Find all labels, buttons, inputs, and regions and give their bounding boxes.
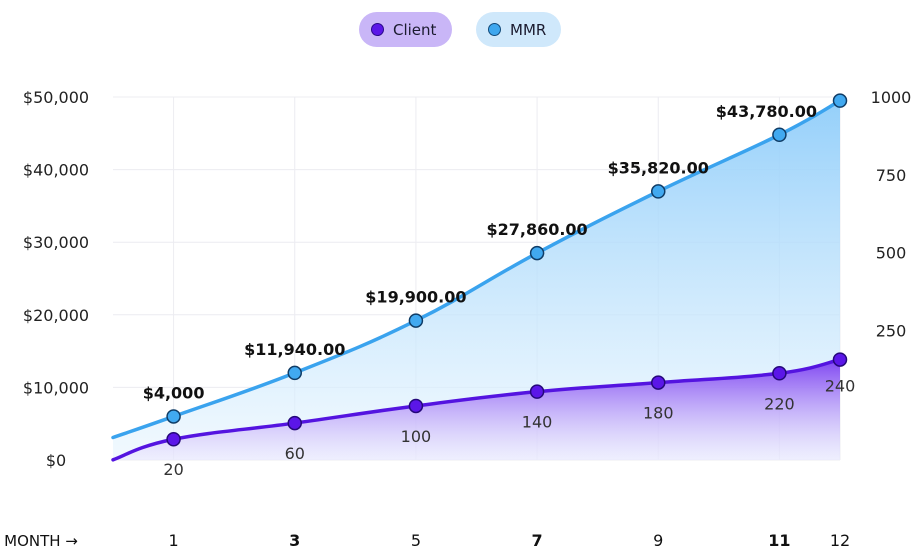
legend-item-client[interactable]: Client [359,12,452,47]
x-tick-label: 7 [532,531,543,550]
client-point [166,431,181,447]
left-tick-label: $40,000 [23,161,89,180]
left-tick-label: $0 [46,451,66,470]
areas [113,100,840,460]
legend-item-mmr[interactable]: MMR [476,12,561,47]
client-point [408,398,424,414]
client-data-label: 60 [285,444,305,463]
line-client [111,357,842,462]
mmr-point [529,245,545,261]
client-legend-dot-icon [371,23,384,36]
client-data-label: 220 [764,394,795,413]
left-tick-label: $20,000 [23,306,89,325]
area-mmr [113,100,840,460]
mmr-data-label: $19,900.00 [365,288,466,307]
axes: $0 $10,000 $20,000 $30,000 $40,000 $50,000 250… [4,88,911,550]
left-tick-label: $50,000 [23,88,89,107]
client-data-label: 240 [825,377,856,396]
mmr-point [408,313,424,328]
x-tick-label: 1 [168,531,178,550]
x-tick-label: 9 [653,531,663,550]
right-tick-label: 1000 [871,88,912,107]
line-mmr [111,98,842,440]
mmr-point [651,184,666,199]
x-tick-label: 11 [768,531,790,550]
legend: Client MMR [0,12,921,48]
lines [111,98,842,462]
mmr-data-label: $43,780.00 [716,102,817,121]
client-data-label: 100 [401,427,432,446]
markers [166,93,848,447]
mmr-point [832,93,848,108]
labels: $4,000 $11,940.00 $19,900.00 $27,860.00 $35,… [143,102,856,479]
mmr-point [166,409,181,424]
mmr-data-label: $27,860.00 [486,220,587,239]
mmr-data-label: $35,820.00 [608,158,709,177]
client-point [529,384,545,399]
client-data-label: 180 [643,404,674,423]
client-data-label: 140 [522,413,553,432]
right-tick-label: 250 [876,321,907,340]
mmr-point [287,365,302,381]
mmr-point [772,127,787,143]
legend-label-client: Client [393,20,437,39]
legend-label-mmr: MMR [510,20,547,39]
client-point [287,415,302,431]
mmr-data-label: $11,940.00 [244,340,345,359]
left-tick-label: $30,000 [23,233,89,252]
x-axis-label: MONTH → [4,532,78,550]
mmr-legend-dot-icon [488,23,501,36]
right-tick-label: 500 [876,244,907,263]
x-tick-label: 3 [289,531,300,550]
client-point [832,352,848,367]
mmr-data-label: $4,000 [143,383,205,402]
client-point [651,375,666,390]
right-tick-label: 750 [876,166,907,185]
left-tick-label: $10,000 [23,378,89,397]
client-data-label: 20 [163,460,183,479]
client-point [772,366,787,381]
x-tick-label: 12 [830,531,850,550]
x-tick-label: 5 [411,531,421,550]
